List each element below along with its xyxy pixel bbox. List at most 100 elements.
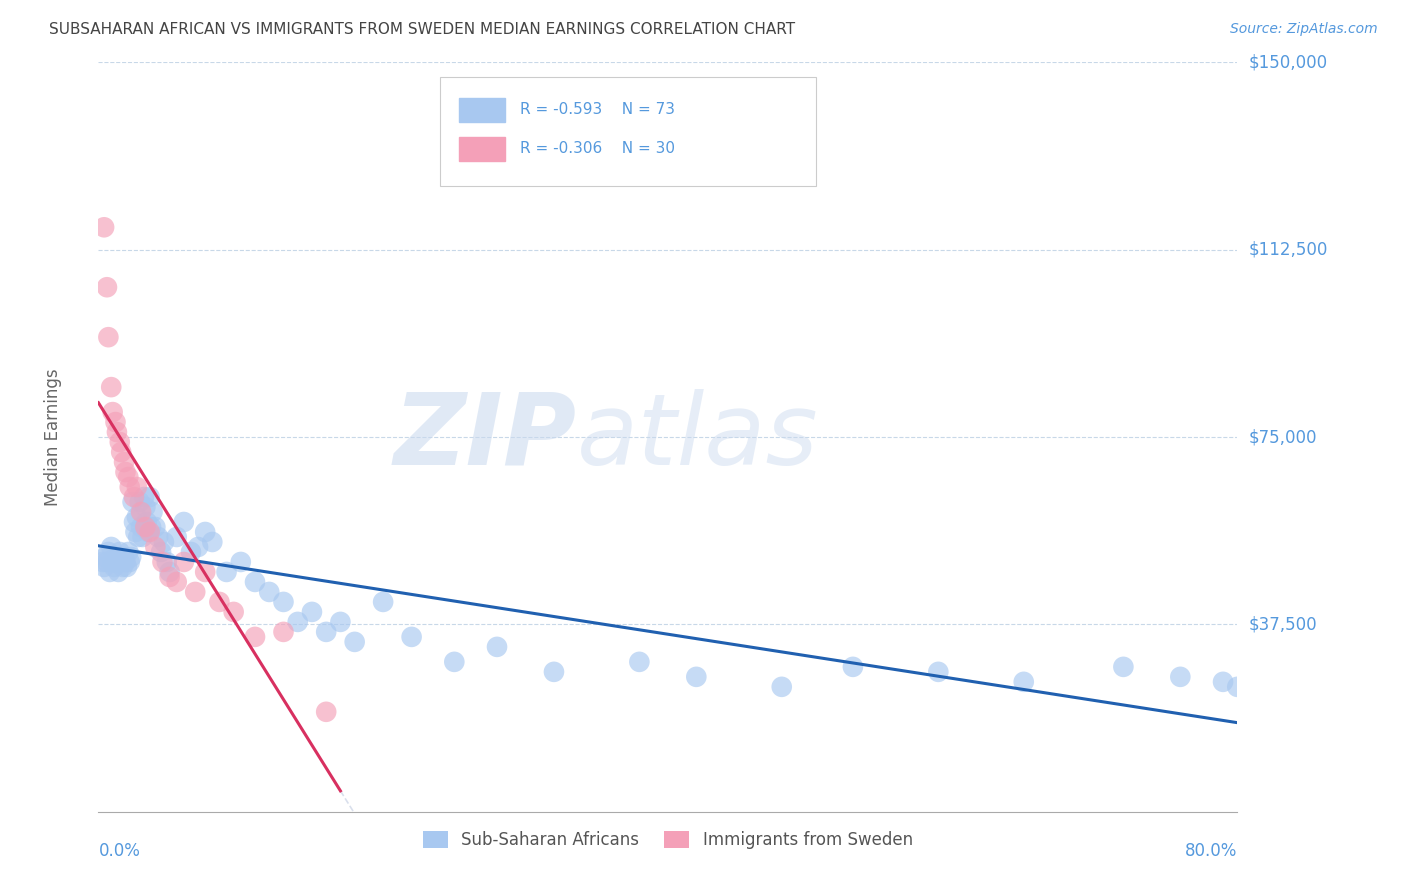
Point <box>159 570 181 584</box>
Point <box>329 615 352 629</box>
Bar <box>460 97 505 121</box>
Point <box>96 555 118 569</box>
Point <box>110 445 132 459</box>
Point <box>107 565 129 579</box>
Point <box>96 280 118 294</box>
Text: $150,000: $150,000 <box>1249 54 1327 71</box>
Point <box>103 560 125 574</box>
Text: 0.0%: 0.0% <box>98 842 141 860</box>
Point <box>685 670 707 684</box>
Point <box>125 480 148 494</box>
Point <box>98 565 121 579</box>
Point <box>222 605 245 619</box>
Point <box>842 660 865 674</box>
Point <box>215 565 238 579</box>
Point <box>194 565 217 579</box>
Point <box>401 630 423 644</box>
Point <box>132 490 155 504</box>
Point <box>273 595 295 609</box>
Point <box>105 425 128 439</box>
Point <box>110 555 132 569</box>
Point <box>115 560 138 574</box>
Text: $37,500: $37,500 <box>1249 615 1317 633</box>
Text: $75,000: $75,000 <box>1249 428 1317 446</box>
Point <box>134 520 156 534</box>
Point <box>139 520 162 534</box>
Point <box>134 500 156 514</box>
Point <box>131 530 153 544</box>
Point <box>127 530 149 544</box>
Point <box>105 555 128 569</box>
Point <box>120 549 142 564</box>
Point <box>100 380 122 394</box>
Point <box>166 530 188 544</box>
Point <box>1170 670 1192 684</box>
Point <box>173 555 195 569</box>
Point <box>201 535 224 549</box>
Point <box>1226 680 1249 694</box>
Point <box>315 624 337 639</box>
Point <box>118 480 141 494</box>
Point <box>118 555 141 569</box>
Point <box>1012 674 1035 689</box>
Point <box>443 655 465 669</box>
Point <box>208 595 231 609</box>
Point <box>273 624 295 639</box>
Point <box>343 635 366 649</box>
Point <box>91 555 114 569</box>
Text: atlas: atlas <box>576 389 818 485</box>
Text: $112,500: $112,500 <box>1249 241 1327 259</box>
Point <box>153 535 176 549</box>
Point <box>243 574 266 589</box>
Point <box>121 495 143 509</box>
Point <box>138 524 160 539</box>
Point <box>114 465 136 479</box>
Point <box>486 640 509 654</box>
Text: R = -0.306    N = 30: R = -0.306 N = 30 <box>520 141 675 156</box>
Point <box>104 549 127 564</box>
Point <box>114 555 136 569</box>
Point <box>112 455 135 469</box>
Point <box>628 655 651 669</box>
Point <box>141 505 163 519</box>
Text: ZIP: ZIP <box>394 389 576 485</box>
Bar <box>460 136 505 161</box>
Point <box>129 505 152 519</box>
Text: 80.0%: 80.0% <box>1185 842 1237 860</box>
Text: SUBSAHARAN AFRICAN VS IMMIGRANTS FROM SWEDEN MEDIAN EARNINGS CORRELATION CHART: SUBSAHARAN AFRICAN VS IMMIGRANTS FROM SW… <box>49 22 796 37</box>
Point <box>125 510 148 524</box>
Point <box>148 530 170 544</box>
Point <box>770 680 793 694</box>
Point <box>101 555 124 569</box>
Text: Source: ZipAtlas.com: Source: ZipAtlas.com <box>1230 22 1378 37</box>
Point <box>927 665 949 679</box>
Point <box>1112 660 1135 674</box>
Point <box>301 605 323 619</box>
Point <box>180 545 202 559</box>
Point <box>194 524 217 539</box>
Point <box>117 470 139 484</box>
Point <box>184 585 207 599</box>
Point <box>108 435 131 450</box>
Point <box>173 515 195 529</box>
Point <box>287 615 309 629</box>
Point <box>129 520 152 534</box>
Point <box>373 595 395 609</box>
Point <box>543 665 565 679</box>
Point <box>104 415 127 429</box>
Point <box>117 545 139 559</box>
Point <box>124 524 146 539</box>
Point <box>122 490 145 504</box>
Point <box>111 560 134 574</box>
FancyBboxPatch shape <box>440 78 815 186</box>
Point <box>145 540 167 554</box>
Point <box>101 405 124 419</box>
Point <box>94 549 117 564</box>
Point <box>138 490 160 504</box>
Point <box>108 545 131 559</box>
Point <box>136 524 159 539</box>
Point <box>145 520 167 534</box>
Point <box>315 705 337 719</box>
Point <box>135 515 157 529</box>
Point <box>243 630 266 644</box>
